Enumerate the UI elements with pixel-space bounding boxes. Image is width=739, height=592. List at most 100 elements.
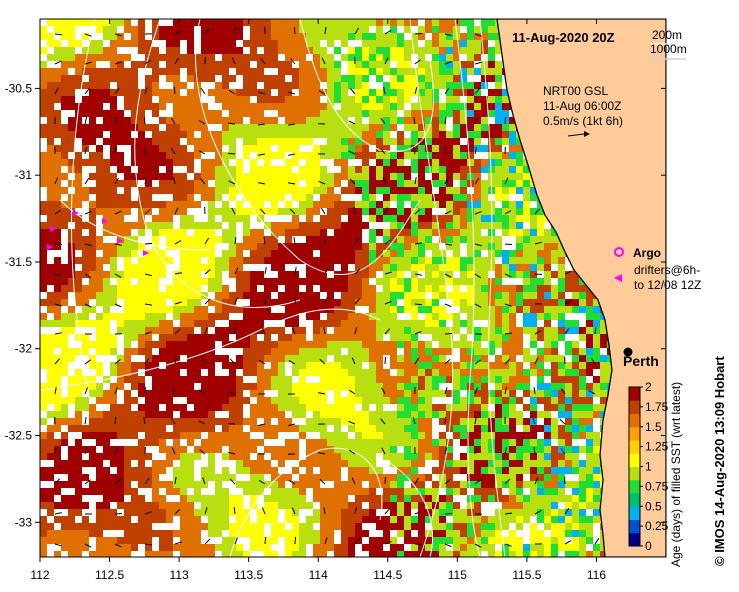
sst-pixel	[257, 299, 264, 306]
sst-pixel	[96, 152, 103, 159]
sst-pixel	[313, 271, 320, 278]
sst-pixel	[215, 33, 222, 40]
sst-pixel	[418, 82, 425, 89]
sst-pixel	[481, 376, 488, 383]
sst-pixel	[159, 390, 166, 397]
sst-pixel	[593, 446, 600, 453]
sst-pixel	[278, 250, 285, 257]
sst-pixel	[425, 299, 432, 306]
sst-pixel	[40, 187, 47, 194]
sst-pixel	[285, 299, 292, 306]
sst-pixel	[187, 264, 194, 271]
sst-pixel	[593, 376, 600, 383]
sst-pixel	[467, 110, 474, 117]
sst-pixel	[460, 145, 467, 152]
sst-pixel	[537, 215, 544, 222]
sst-pixel	[257, 152, 264, 159]
sst-pixel	[327, 215, 334, 222]
sst-pixel	[89, 362, 96, 369]
sst-pixel	[103, 103, 110, 110]
sst-pixel	[208, 355, 215, 362]
sst-pixel	[75, 180, 82, 187]
sst-pixel	[390, 103, 397, 110]
sst-pixel	[474, 201, 481, 208]
sst-pixel	[362, 292, 369, 299]
sst-pixel	[103, 19, 110, 26]
sst-pixel	[145, 383, 152, 390]
sst-pixel	[383, 404, 390, 411]
sst-pixel	[418, 131, 425, 138]
sst-pixel	[495, 327, 502, 334]
sst-pixel	[411, 138, 418, 145]
sst-pixel	[61, 138, 68, 145]
sst-pixel	[600, 362, 607, 369]
sst-pixel	[397, 145, 404, 152]
sst-pixel	[467, 236, 474, 243]
sst-pixel	[369, 264, 376, 271]
sst-pixel	[551, 404, 558, 411]
sst-pixel	[544, 446, 551, 453]
sst-pixel	[425, 474, 432, 481]
sst-pixel	[271, 103, 278, 110]
sst-pixel	[544, 243, 551, 250]
sst-pixel	[327, 320, 334, 327]
sst-pixel	[572, 418, 579, 425]
sst-pixel	[523, 215, 530, 222]
sst-pixel	[376, 369, 383, 376]
sst-pixel	[187, 180, 194, 187]
sst-pixel	[124, 229, 131, 236]
sst-pixel	[173, 54, 180, 61]
sst-pixel	[47, 250, 54, 257]
sst-pixel	[544, 327, 551, 334]
sst-pixel	[593, 369, 600, 376]
sst-pixel	[180, 19, 187, 26]
sst-pixel	[600, 376, 607, 383]
sst-pixel	[467, 439, 474, 446]
sst-pixel	[446, 404, 453, 411]
sst-pixel	[348, 292, 355, 299]
sst-pixel	[306, 397, 313, 404]
sst-pixel	[432, 453, 439, 460]
sst-pixel	[341, 334, 348, 341]
sst-pixel	[180, 453, 187, 460]
sst-pixel	[117, 411, 124, 418]
sst-pixel	[215, 145, 222, 152]
sst-pixel	[173, 180, 180, 187]
sst-pixel	[54, 159, 61, 166]
sst-pixel	[152, 453, 159, 460]
sst-pixel	[558, 271, 565, 278]
sst-pixel	[327, 278, 334, 285]
sst-pixel	[82, 173, 89, 180]
sst-pixel	[180, 334, 187, 341]
sst-pixel	[355, 117, 362, 124]
sst-pixel	[229, 271, 236, 278]
sst-pixel	[292, 474, 299, 481]
sst-pixel	[222, 173, 229, 180]
sst-pixel	[502, 369, 509, 376]
sst-pixel	[131, 299, 138, 306]
sst-pixel	[530, 194, 537, 201]
sst-pixel	[341, 124, 348, 131]
sst-pixel	[390, 194, 397, 201]
sst-pixel	[446, 124, 453, 131]
sst-pixel	[75, 257, 82, 264]
sst-pixel	[537, 383, 544, 390]
sst-pixel	[418, 47, 425, 54]
sst-pixel	[131, 222, 138, 229]
sst-pixel	[383, 152, 390, 159]
sst-pixel	[187, 82, 194, 89]
sst-pixel	[306, 208, 313, 215]
sst-pixel	[306, 173, 313, 180]
sst-pixel	[194, 124, 201, 131]
sst-pixel	[54, 327, 61, 334]
sst-pixel	[530, 439, 537, 446]
sst-pixel	[75, 390, 82, 397]
sst-pixel	[320, 460, 327, 467]
sst-pixel	[446, 320, 453, 327]
sst-pixel	[523, 222, 530, 229]
sst-pixel	[152, 117, 159, 124]
sst-pixel	[327, 152, 334, 159]
sst-pixel	[579, 348, 586, 355]
sst-pixel	[355, 54, 362, 61]
